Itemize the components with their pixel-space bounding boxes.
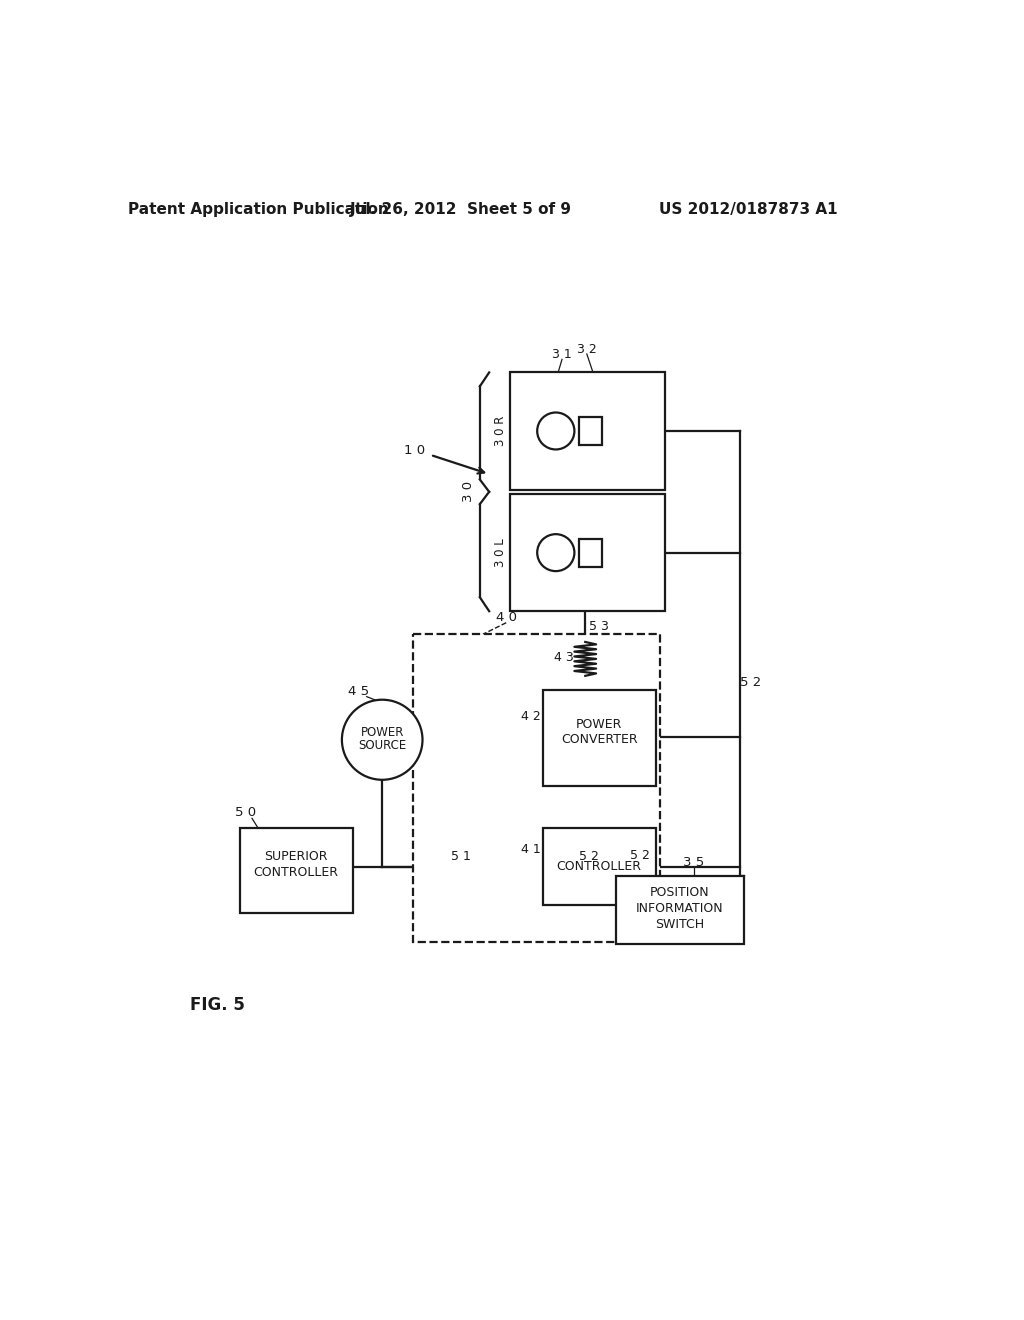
Text: 3 5: 3 5	[683, 855, 705, 869]
Bar	[510, 372, 665, 490]
Text: CONTROLLER: CONTROLLER	[557, 861, 642, 874]
Text: 5 2: 5 2	[630, 849, 649, 862]
Text: 3 0 R: 3 0 R	[494, 416, 507, 446]
Text: SUPERIOR: SUPERIOR	[264, 850, 328, 863]
Bar	[414, 635, 659, 942]
Text: 3 2: 3 2	[577, 343, 597, 356]
Bar	[544, 689, 655, 785]
Circle shape	[538, 412, 574, 449]
Text: FIG. 5: FIG. 5	[189, 997, 245, 1014]
Text: 4 0: 4 0	[496, 611, 517, 624]
Bar	[579, 539, 602, 566]
Text: 3 0: 3 0	[463, 482, 475, 503]
Text: Jul. 26, 2012  Sheet 5 of 9: Jul. 26, 2012 Sheet 5 of 9	[350, 202, 572, 218]
Text: 5 2: 5 2	[740, 676, 762, 689]
Text: 4 5: 4 5	[348, 685, 370, 698]
Text: CONTROLLER: CONTROLLER	[254, 866, 339, 879]
Text: 4 3: 4 3	[554, 651, 573, 664]
Bar	[510, 494, 665, 611]
Text: 4 1: 4 1	[521, 843, 541, 857]
Text: SWITCH: SWITCH	[655, 917, 705, 931]
Text: CONVERTER: CONVERTER	[561, 733, 638, 746]
Text: POWER: POWER	[360, 726, 403, 739]
Text: 1 0: 1 0	[404, 445, 425, 458]
Text: 3 0 L: 3 0 L	[494, 539, 507, 568]
Text: 3 1: 3 1	[552, 348, 571, 362]
Bar	[544, 829, 655, 906]
Bar	[579, 417, 602, 445]
Text: INFORMATION: INFORMATION	[636, 902, 724, 915]
Text: POSITION: POSITION	[650, 887, 710, 899]
Text: 4 2: 4 2	[521, 710, 541, 723]
Text: POWER: POWER	[577, 718, 623, 731]
Text: 5 1: 5 1	[452, 850, 471, 862]
Text: US 2012/0187873 A1: US 2012/0187873 A1	[658, 202, 838, 218]
Text: 5 0: 5 0	[236, 807, 256, 820]
Bar	[616, 876, 744, 944]
Text: Patent Application Publication: Patent Application Publication	[128, 202, 388, 218]
Text: 5 3: 5 3	[589, 620, 609, 634]
Circle shape	[538, 535, 574, 572]
Text: SOURCE: SOURCE	[358, 739, 407, 752]
Text: 5 2: 5 2	[580, 850, 599, 862]
Circle shape	[342, 700, 423, 780]
Bar	[241, 829, 352, 913]
